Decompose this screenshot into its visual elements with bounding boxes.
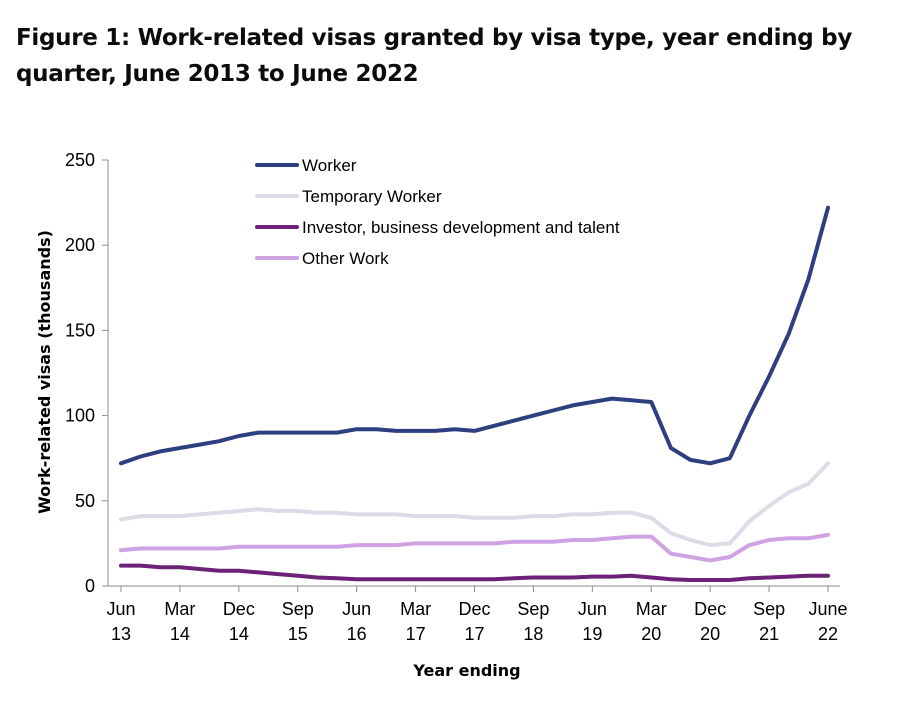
x-tick-label-year: 21 <box>759 624 779 644</box>
series-line-worker <box>119 205 830 466</box>
x-tick-label: Jun <box>578 599 607 619</box>
x-tick-label: Dec <box>458 599 490 619</box>
x-tick-label-year: 18 <box>523 624 543 644</box>
x-axis-title: Year ending <box>412 661 520 680</box>
legend: Worker Temporary Worker Investor, business… <box>255 156 620 268</box>
series-line-investor-business-development-and-talent <box>119 563 830 582</box>
legend-label-other-work: Other Work <box>302 249 389 268</box>
x-axis: Jun 13 Mar 14 Dec 14 Sep 15 Jun 16 Mar 17 Dec 17 Sep 18… <box>106 585 848 644</box>
y-tick-label: 150 <box>65 320 95 340</box>
x-tick-label: Mar <box>164 599 195 619</box>
x-tick-label: Sep <box>517 599 549 619</box>
series-line-other-work <box>119 532 830 563</box>
x-tick-label-year: 19 <box>582 624 602 644</box>
x-tick-label-year: 15 <box>288 624 308 644</box>
x-tick-label: Dec <box>223 599 255 619</box>
legend-label-worker: Worker <box>302 156 357 175</box>
y-tick-label: 100 <box>65 406 95 426</box>
y-tick-label: 250 <box>65 150 95 170</box>
x-tick-label-year: 20 <box>641 624 661 644</box>
x-tick-label: Sep <box>282 599 314 619</box>
x-tick-label-year: 22 <box>818 624 838 644</box>
y-tick-label: 200 <box>65 235 95 255</box>
x-tick-label: Jun <box>106 599 135 619</box>
y-tick-label: 0 <box>85 576 95 596</box>
x-tick-label-year: 14 <box>170 624 190 644</box>
legend-label-temporary-worker: Temporary Worker <box>302 187 442 206</box>
figure-title: Figure 1: Work-related visas granted by … <box>16 25 853 87</box>
x-tick-label-year: 13 <box>111 624 131 644</box>
x-tick-label: Dec <box>694 599 726 619</box>
x-tick-label: Sep <box>753 599 785 619</box>
x-tick-label-year: 20 <box>700 624 720 644</box>
legend-label-investor-business-development-and-talent: Investor, business development and talen… <box>302 218 620 237</box>
x-tick-label-year: 14 <box>229 624 249 644</box>
series-line-temporary-worker <box>119 461 830 548</box>
y-axis-title: Work-related visas (thousands) <box>35 230 54 514</box>
y-tick-label: 50 <box>75 491 95 511</box>
x-tick-label: June <box>808 599 847 619</box>
y-axis: 0 50 100 150 200 250 <box>65 150 109 596</box>
x-tick-label: Mar <box>636 599 667 619</box>
x-tick-label-year: 17 <box>406 624 426 644</box>
x-tick-label: Jun <box>342 599 371 619</box>
series-layer <box>119 205 830 582</box>
x-tick-label-year: 16 <box>347 624 367 644</box>
x-tick-label: Mar <box>400 599 431 619</box>
x-tick-label-year: 17 <box>464 624 484 644</box>
